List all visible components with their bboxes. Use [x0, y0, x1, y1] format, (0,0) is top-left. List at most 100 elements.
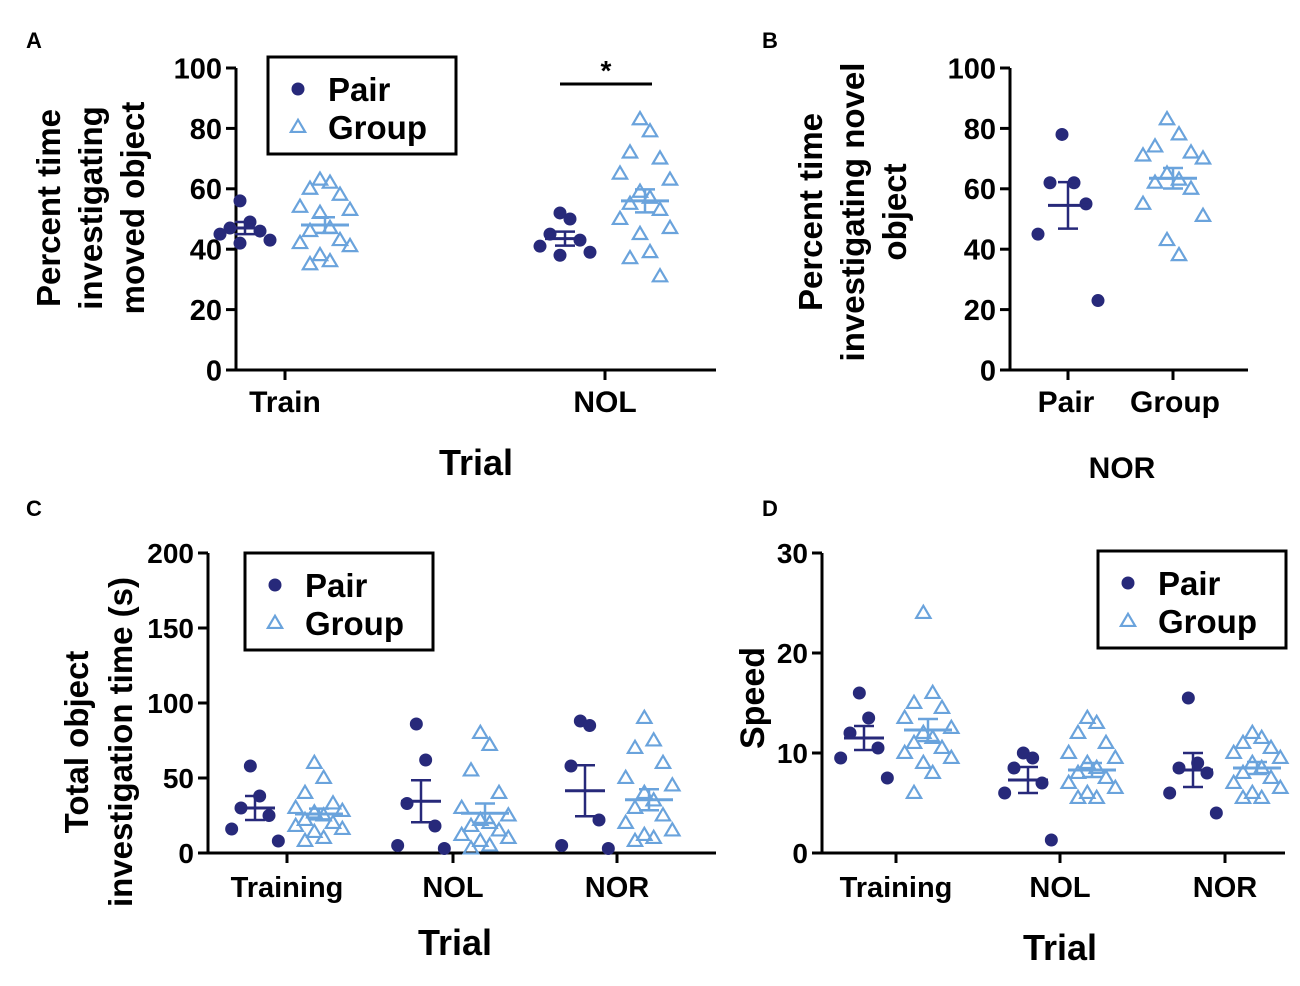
data-point — [610, 164, 630, 180]
y-tick-label: 10 — [777, 738, 808, 769]
data-point — [923, 683, 942, 700]
data-point — [1043, 176, 1057, 190]
series-group — [895, 603, 1290, 805]
data-point — [310, 170, 330, 186]
data-point — [640, 188, 660, 204]
y-tick-label: 40 — [190, 235, 222, 267]
panel-a: A 0 20 40 60 80 100 Train NOL Percent time investi… — [26, 28, 716, 483]
data-point — [243, 759, 257, 773]
data-point — [1243, 783, 1262, 800]
legend-group-label: Group — [1158, 603, 1257, 640]
data-point — [1172, 761, 1186, 775]
data-point — [914, 753, 933, 770]
data-point — [895, 743, 914, 760]
panel-letter: D — [762, 496, 778, 521]
data-point — [871, 741, 885, 755]
data-point — [583, 719, 597, 732]
data-point — [564, 759, 578, 773]
data-point — [300, 254, 320, 271]
data-point — [1224, 773, 1243, 790]
data-point — [1044, 833, 1058, 847]
data-point — [942, 718, 961, 735]
data-point — [1096, 733, 1116, 750]
data-point — [601, 842, 615, 855]
data-point — [904, 783, 924, 800]
data-point — [904, 733, 924, 750]
data-point — [1157, 109, 1177, 126]
data-point — [914, 603, 933, 620]
y-axis-label: investigating novel — [834, 63, 871, 362]
data-point — [1200, 766, 1214, 780]
data-point — [300, 221, 320, 238]
data-point — [1059, 743, 1078, 760]
y-tick-label: 0 — [178, 838, 194, 869]
data-point — [409, 717, 423, 731]
data-point — [555, 839, 569, 852]
data-point — [1193, 149, 1213, 165]
data-point — [1169, 245, 1189, 262]
data-point — [880, 771, 894, 785]
legend-pair-label: Pair — [328, 71, 391, 108]
data-point — [320, 251, 340, 268]
panel-b: B 0 20 40 60 80 100 Pair Group Percent time invest… — [762, 28, 1248, 485]
x-tick-label: NOL — [573, 386, 636, 419]
legend-pair-label: Pair — [1158, 565, 1221, 602]
data-point — [625, 738, 645, 755]
data-point — [1261, 738, 1281, 755]
series-pair — [213, 194, 597, 262]
data-point — [323, 813, 343, 830]
data-point — [452, 798, 471, 815]
data-point — [1133, 146, 1153, 162]
x-axis-label: Trial — [418, 922, 492, 963]
data-point — [1271, 748, 1290, 765]
data-point — [932, 698, 952, 715]
data-point — [262, 809, 276, 822]
data-point — [942, 748, 961, 765]
x-tick-label: NOR — [1193, 872, 1258, 904]
y-tick-label: 40 — [964, 235, 996, 267]
data-point — [1209, 806, 1223, 820]
series-group — [286, 708, 682, 855]
data-point — [1233, 788, 1253, 805]
legend-box — [266, 55, 458, 156]
data-point — [932, 738, 952, 755]
data-point — [1145, 137, 1165, 153]
x-tick-label: NOL — [1029, 872, 1090, 904]
data-point — [499, 828, 518, 845]
data-point — [635, 825, 654, 842]
significance-marker: * — [601, 55, 612, 86]
data-point — [489, 783, 509, 800]
y-tick-label: 60 — [964, 174, 996, 206]
y-tick-label: 100 — [147, 688, 194, 719]
data-point — [625, 798, 645, 815]
data-point — [320, 173, 340, 189]
data-point — [286, 816, 305, 833]
data-point — [650, 200, 670, 216]
data-point — [1181, 179, 1201, 195]
data-point — [471, 831, 490, 848]
data-point — [653, 753, 673, 770]
y-tick-label: 80 — [190, 114, 222, 146]
data-point — [862, 711, 876, 725]
data-point — [620, 143, 640, 159]
series-group — [290, 109, 680, 283]
y-tick-label: 150 — [147, 613, 194, 644]
x-axis-label: Trial — [1023, 927, 1097, 968]
data-point — [923, 763, 942, 780]
legend-pair-label: Pair — [305, 567, 368, 604]
x-tick-label: Training — [840, 872, 953, 904]
data-point — [461, 816, 481, 833]
x-axis-label: NOR — [1089, 452, 1156, 485]
y-tick-label: 30 — [777, 538, 808, 569]
data-point — [616, 813, 635, 830]
data-point — [1078, 708, 1097, 725]
data-point — [323, 794, 343, 810]
legend-group-marker — [288, 117, 308, 134]
y-tick-label: 20 — [190, 295, 222, 327]
y-axis-label: Total object — [58, 651, 95, 834]
data-point — [1091, 294, 1105, 308]
data-point — [1059, 773, 1078, 790]
data-point — [563, 212, 577, 226]
data-point — [1133, 194, 1153, 210]
